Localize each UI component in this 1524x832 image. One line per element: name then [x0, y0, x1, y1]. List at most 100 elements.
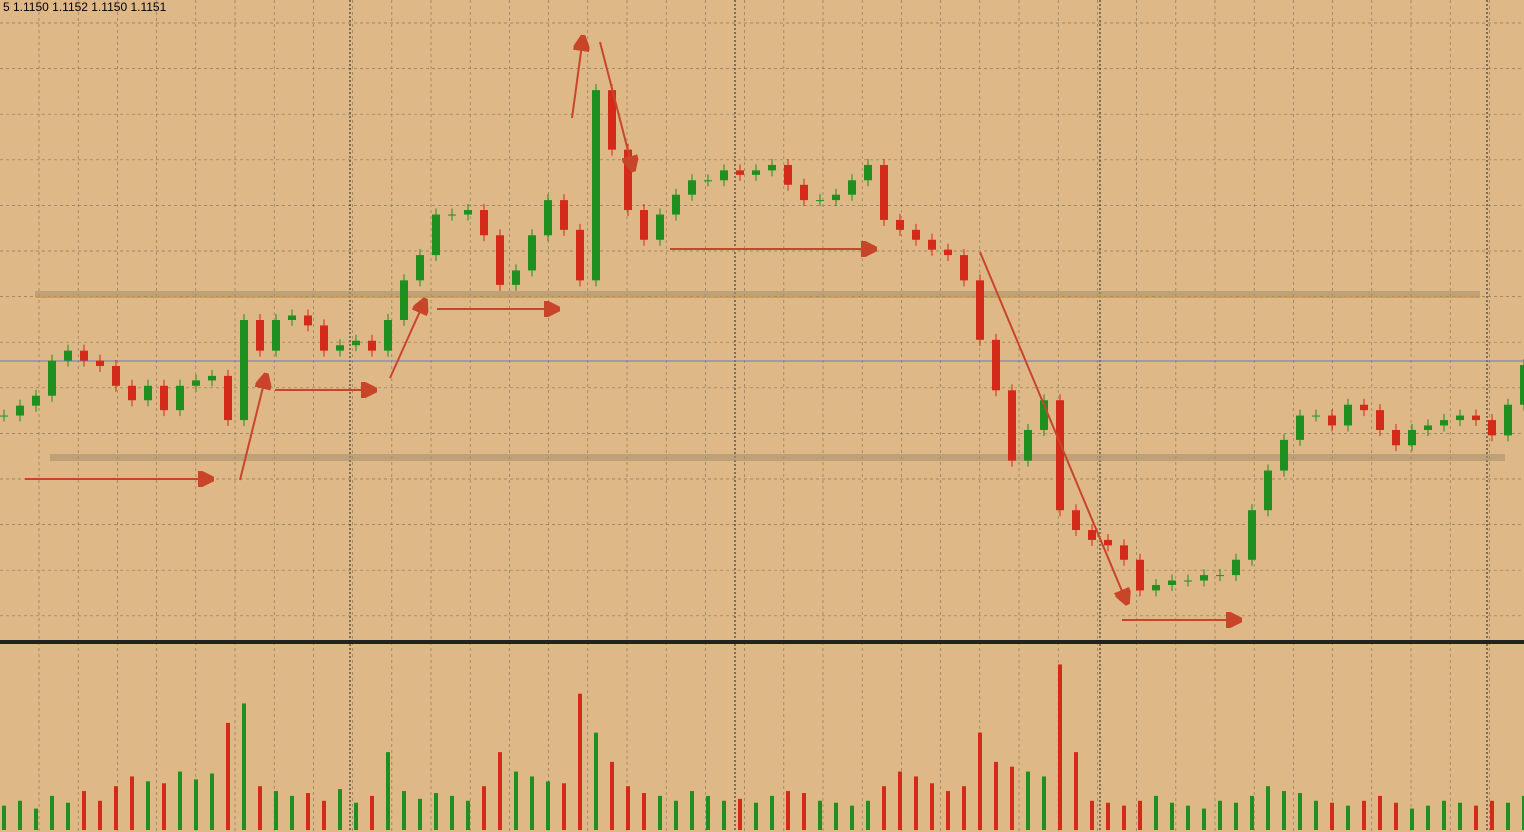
volume-bar [978, 732, 982, 830]
volume-bar [1234, 802, 1238, 830]
candle [1040, 400, 1048, 430]
volume-bar [146, 781, 150, 830]
volume-bar [1490, 800, 1494, 830]
volume-bar [338, 789, 342, 830]
header-quote: 5 1.1150 1.1152 1.1150 1.1151 [3, 0, 167, 14]
candle [992, 339, 1000, 391]
candle [1008, 390, 1016, 461]
candle [112, 365, 120, 386]
candle [768, 164, 776, 171]
volume-bar [610, 761, 614, 830]
candle [1520, 365, 1524, 405]
candle [1136, 559, 1144, 591]
volume-bar [1330, 802, 1334, 830]
candle [448, 214, 456, 216]
volume-bar [1026, 771, 1030, 830]
volume-bar [18, 800, 22, 830]
volume-bar [466, 800, 470, 830]
candle [960, 255, 968, 281]
candle [512, 270, 520, 285]
candle [928, 239, 936, 250]
candle [256, 320, 264, 351]
volume-bar [114, 786, 118, 830]
candle [816, 200, 824, 202]
volume-bar [1202, 808, 1206, 830]
volume-bar [1506, 802, 1510, 830]
volume-bar [1010, 766, 1014, 830]
candle [1152, 585, 1160, 591]
volume-bar [1170, 802, 1174, 830]
candle [880, 164, 888, 220]
volume-bar [1394, 802, 1398, 830]
volume-bar [498, 752, 502, 830]
annotations [25, 37, 1240, 620]
volume-bar [802, 793, 806, 830]
candle [576, 229, 584, 281]
volume-bar [594, 732, 598, 830]
candle [320, 325, 328, 351]
volume-bar [1426, 805, 1430, 830]
candle [560, 200, 568, 230]
candle [432, 214, 440, 256]
volume-bar [322, 800, 326, 830]
volume-bar [82, 791, 86, 830]
volume-bar [290, 795, 294, 830]
volume-bar [370, 795, 374, 830]
candle [1328, 415, 1336, 426]
volume-bar [1442, 800, 1446, 830]
candle [208, 375, 216, 381]
volume-bar [658, 795, 662, 830]
volume-bar [1042, 776, 1046, 830]
candle [496, 235, 504, 285]
volume-bar [130, 776, 134, 830]
candle [1088, 530, 1096, 540]
volume-bar [402, 791, 406, 830]
volume-bar [1218, 800, 1222, 830]
zones [0, 291, 1524, 461]
volume-bar [226, 722, 230, 830]
candle [288, 315, 296, 320]
candle [1296, 415, 1304, 440]
candle [1072, 510, 1080, 531]
candle [32, 395, 40, 406]
volume-bar [1314, 800, 1318, 830]
volume-bar [642, 793, 646, 830]
candle [1376, 410, 1384, 430]
candle [16, 405, 24, 416]
volume-bar [994, 761, 998, 830]
volume-bar [242, 703, 246, 830]
candle [752, 170, 760, 175]
candle [624, 149, 632, 211]
candle [784, 164, 792, 185]
candle [1280, 439, 1288, 471]
candle [416, 255, 424, 281]
candle [336, 345, 344, 351]
volume-bar [34, 808, 38, 830]
volume-bar [386, 752, 390, 830]
candle [400, 280, 408, 320]
volume-bar [306, 793, 310, 830]
candle [160, 385, 168, 411]
volume-bar [162, 783, 166, 830]
candle [1408, 429, 1416, 446]
candle [640, 210, 648, 240]
volume-bar [530, 776, 534, 830]
candle [944, 249, 952, 256]
candle [736, 170, 744, 175]
volume-bar [1122, 805, 1126, 830]
candle [128, 385, 136, 401]
candle [544, 200, 552, 236]
volume-bar [178, 771, 182, 830]
volume-bar [1266, 786, 1270, 830]
volume-bar [738, 798, 742, 830]
candle [608, 90, 616, 150]
candle [352, 340, 360, 346]
volume-bar [450, 795, 454, 830]
candle [1264, 470, 1272, 511]
candle [1216, 575, 1224, 577]
candle [1312, 415, 1320, 417]
candle [1344, 404, 1352, 426]
volume-bar [1522, 795, 1524, 830]
